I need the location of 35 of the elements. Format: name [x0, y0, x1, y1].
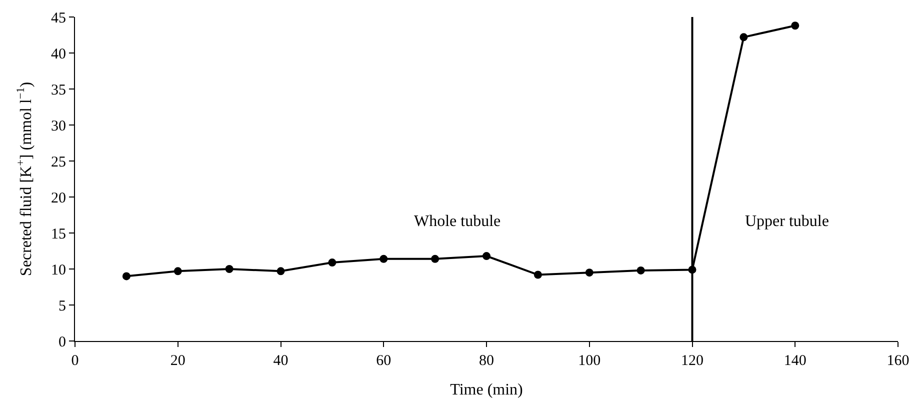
y-tick-label: 5	[58, 298, 66, 314]
annotation: Upper tubule	[745, 213, 829, 230]
point	[276, 267, 285, 276]
y-tick-label: 30	[51, 118, 66, 134]
point	[225, 265, 234, 273]
point	[431, 254, 440, 263]
point	[380, 254, 388, 263]
y-tick-label: 15	[51, 226, 66, 242]
y-tick-label: 45	[51, 10, 66, 26]
annotation: Whole tubule	[414, 213, 501, 230]
x-tick-label: 0	[71, 353, 79, 369]
point	[482, 252, 490, 260]
point	[328, 258, 336, 267]
x-tick-label: 120	[681, 353, 704, 369]
y-tick-label: 10	[51, 262, 66, 278]
point	[636, 266, 645, 274]
x-tick-label: 60	[376, 353, 392, 369]
x-tick-label: 20	[170, 353, 186, 369]
x-tick-label: 140	[784, 353, 806, 369]
point	[585, 268, 594, 277]
point	[740, 33, 748, 42]
x-tick-label: 100	[578, 353, 601, 369]
y-tick-label: 40	[51, 46, 66, 62]
point	[534, 270, 542, 279]
point	[122, 272, 130, 280]
y-tick-label: 20	[51, 190, 66, 206]
y-tick-label: 0	[58, 334, 66, 350]
x-tick-label: 160	[886, 353, 910, 369]
point	[174, 267, 182, 276]
y-tick-label: 25	[51, 154, 66, 170]
x-axis-title: Time (min)	[450, 382, 523, 399]
x-tick-label: 80	[479, 353, 494, 369]
y-tick-label: 35	[51, 82, 66, 98]
point	[791, 22, 800, 30]
x-tick-label: 40	[273, 353, 288, 369]
